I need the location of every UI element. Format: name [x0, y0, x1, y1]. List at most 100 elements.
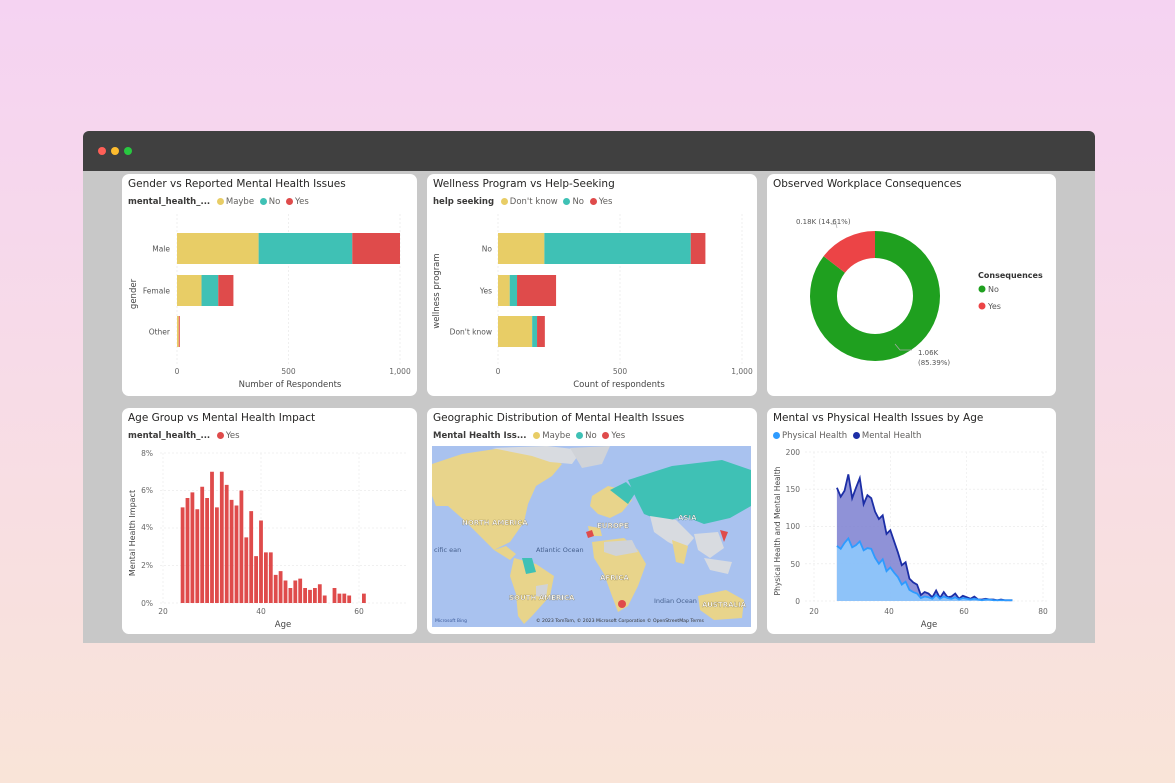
bar-maybe-male[interactable] [177, 233, 259, 264]
gender-bar-chart[interactable]: gender Number of Respondents Male Female O… [122, 174, 417, 396]
bar-age-46[interactable] [288, 588, 293, 603]
bar-age-43[interactable] [273, 574, 278, 603]
physical-mental-area-chart[interactable]: Physical Health and Mental Health Age 20… [767, 408, 1056, 634]
donut-slice-yes[interactable] [823, 231, 875, 273]
bar-age-56[interactable] [337, 593, 342, 603]
bar-age-42[interactable] [268, 552, 273, 603]
bar-no-yes[interactable] [509, 275, 518, 306]
bar-age-28[interactable] [200, 486, 205, 603]
bar-age-40[interactable] [259, 520, 263, 604]
bar-yes-other[interactable] [178, 316, 180, 347]
bar-age-52[interactable] [317, 584, 322, 603]
legend-item-mental-health[interactable]: Mental Health [861, 431, 922, 441]
legend-item-no[interactable]: No [268, 197, 281, 207]
minimize-window-button[interactable] [111, 147, 119, 155]
legend-item-maybe[interactable]: Maybe [542, 431, 571, 441]
bar-age-37[interactable] [244, 537, 249, 603]
bar-don-t-know-yes[interactable] [498, 275, 510, 306]
physical-mental-card[interactable]: Mental vs Physical Health Issues by Age … [767, 408, 1056, 634]
age-group-card[interactable]: Age Group vs Mental Health Impact mental… [122, 408, 417, 634]
legend-item-yes[interactable]: Yes [295, 197, 309, 207]
bar-maybe-female[interactable] [177, 275, 202, 306]
legend-item-yes[interactable]: Yes [598, 197, 613, 207]
bar-age-32[interactable] [219, 471, 224, 603]
legend-item-no[interactable]: No [572, 197, 585, 207]
bar-no-female[interactable] [201, 275, 219, 306]
region-south-america[interactable] [510, 558, 554, 624]
bar-age-27[interactable] [195, 509, 200, 603]
line-physical-health[interactable] [836, 536, 1013, 602]
category-label: Other [149, 328, 171, 337]
bar-don-t-know-don-t-know[interactable] [498, 316, 533, 347]
bar-age-58[interactable] [347, 595, 352, 604]
bar-age-55[interactable] [332, 588, 337, 603]
bar-age-50[interactable] [308, 589, 312, 603]
bar-age-30[interactable] [210, 471, 214, 603]
bar-yes-female[interactable] [218, 275, 234, 306]
legend-item-dont-know[interactable]: Don't know [509, 197, 558, 207]
bar-age-44[interactable] [278, 571, 283, 603]
bar-age-39[interactable] [254, 556, 258, 603]
consequences-card[interactable]: Observed Workplace Consequences 0.18K (1… [767, 174, 1056, 396]
bar-no-no[interactable] [544, 233, 691, 264]
bar-age-61[interactable] [362, 593, 366, 603]
data-label-no: 1.06K [918, 349, 939, 357]
map-label-north-america: NORTH AMERICA [462, 519, 528, 527]
legend-item-no[interactable]: No [988, 285, 999, 294]
bar-no-don-t-know[interactable] [532, 316, 538, 347]
bar-yes-yes[interactable] [517, 275, 557, 306]
bar-age-57[interactable] [342, 593, 347, 603]
region-north-america[interactable] [432, 448, 562, 550]
bar-age-47[interactable] [293, 580, 298, 604]
bar-age-31[interactable] [215, 507, 219, 603]
geo-card[interactable]: Geographic Distribution of Mental Health… [427, 408, 757, 634]
chart-legend: mental_health_... Maybe No Yes [128, 197, 312, 207]
bar-age-34[interactable] [229, 499, 234, 603]
age-bar-chart[interactable]: Mental Health Impact Age 8% 6% 4% 2% 0% … [122, 408, 417, 634]
region-australia[interactable] [698, 590, 744, 620]
legend-item-maybe[interactable]: Maybe [225, 197, 255, 207]
legend-item-yes[interactable]: Yes [611, 431, 626, 441]
legend-item-no[interactable]: No [585, 431, 597, 441]
bar-maybe-other[interactable] [177, 316, 179, 347]
area-physical-health[interactable] [836, 538, 1013, 601]
gender-card[interactable]: Gender vs Reported Mental Health Issues … [122, 174, 417, 396]
bar-don-t-know-no[interactable] [498, 233, 545, 264]
y-tick-label: 200 [786, 448, 801, 457]
bar-no-male[interactable] [258, 233, 353, 264]
legend-item-yes[interactable]: Yes [225, 431, 240, 441]
bar-age-24[interactable] [180, 507, 185, 603]
bar-age-25[interactable] [185, 498, 190, 603]
maximize-window-button[interactable] [124, 147, 132, 155]
bar-age-48[interactable] [298, 578, 303, 603]
map-label-indian: Indian Ocean [654, 597, 697, 605]
wellness-card[interactable]: Wellness Program vs Help-Seeking help se… [427, 174, 757, 396]
bar-age-26[interactable] [190, 492, 195, 603]
bar-age-45[interactable] [283, 580, 288, 604]
consequences-donut-chart[interactable]: 0.18K (14.61%) 1.06K (85.39%) Consequenc… [767, 174, 1056, 396]
map-attribution[interactable]: © 2023 TomTom, © 2023 Microsoft Corporat… [536, 617, 704, 624]
map-label-south-america: SOUTH AMERICA [509, 594, 575, 602]
close-window-button[interactable] [98, 147, 106, 155]
bar-age-53[interactable] [322, 595, 327, 604]
x-axis-label: Count of respondents [573, 380, 665, 390]
card-title: Gender vs Reported Mental Health Issues [128, 178, 346, 190]
bar-age-41[interactable] [264, 552, 268, 603]
wellness-bar-chart[interactable]: wellness program Count of respondents No… [427, 174, 757, 396]
world-map[interactable]: NORTH AMERICA EUROPE ASIA AFRICA SOUTH A… [432, 446, 751, 627]
bar-yes-male[interactable] [352, 233, 400, 264]
bar-age-38[interactable] [249, 511, 254, 603]
legend-item-yes[interactable]: Yes [987, 302, 1001, 311]
bar-yes-no[interactable] [690, 233, 706, 264]
bar-age-29[interactable] [205, 498, 209, 603]
bar-yes-don-t-know[interactable] [537, 316, 545, 347]
region-asia[interactable] [628, 460, 751, 524]
region-africa[interactable] [592, 538, 646, 612]
legend-item-physical-health[interactable]: Physical Health [782, 431, 848, 441]
bar-age-35[interactable] [234, 505, 239, 604]
donut-slice-no[interactable] [810, 231, 940, 362]
bar-age-36[interactable] [239, 490, 244, 604]
bar-age-33[interactable] [224, 484, 229, 603]
bar-age-49[interactable] [303, 588, 307, 603]
bar-age-51[interactable] [313, 588, 317, 603]
